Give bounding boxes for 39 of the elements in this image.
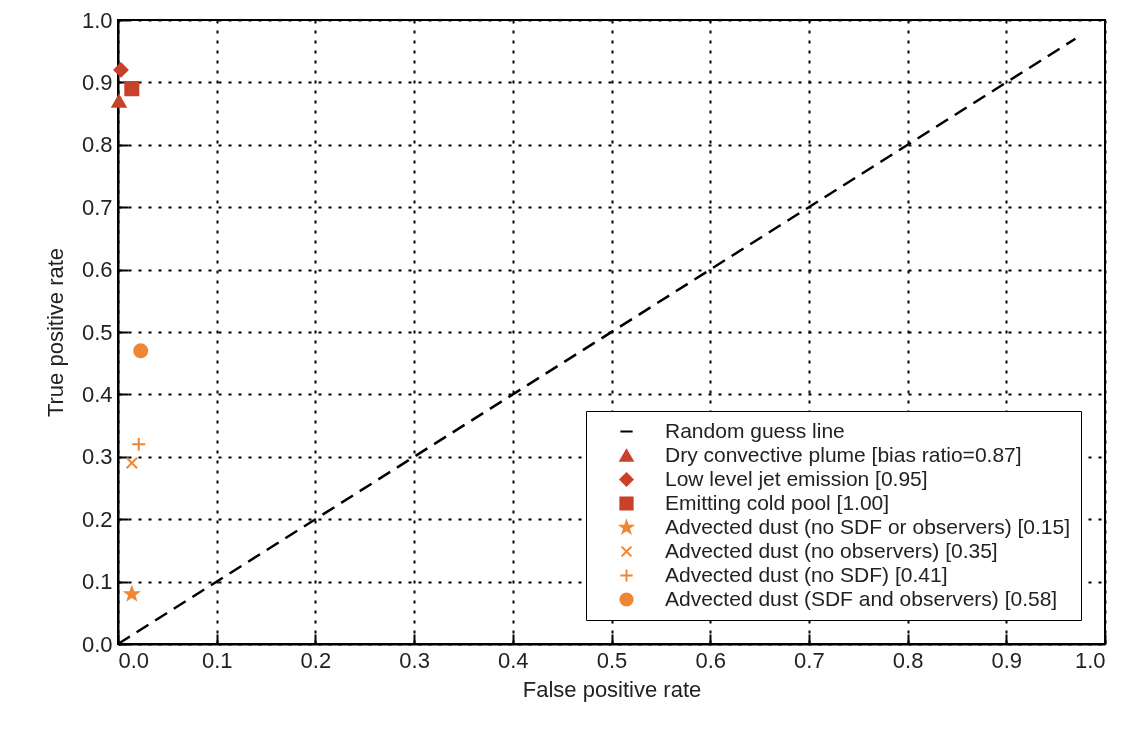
legend-label: Advected dust (SDF and observers) [0.58] <box>665 586 1058 610</box>
legend-label: Dry convective plume [bias ratio=0.87] <box>665 442 1022 466</box>
y-tick-label: 0.2 <box>81 506 113 532</box>
point <box>123 584 141 602</box>
point <box>133 343 149 359</box>
x-tick-label: 0.6 <box>695 647 726 673</box>
legend-label: Random guess line <box>665 418 845 442</box>
point <box>124 81 140 97</box>
legend-label: Low level jet emission [0.95] <box>665 466 928 490</box>
legend-label: Advected dust (no SDF) [0.41] <box>665 562 948 586</box>
y-tick-label: 0.8 <box>81 132 113 158</box>
point <box>131 436 147 452</box>
x-axis-title: False positive rate <box>522 676 702 702</box>
y-tick-label: 0.0 <box>81 631 113 657</box>
y-tick-label: 0.7 <box>81 194 113 220</box>
legend-label: Advected dust (no observers) [0.35] <box>665 538 998 562</box>
y-tick-label: 0.3 <box>81 444 113 470</box>
x-tick-label: 0.4 <box>498 647 529 673</box>
point <box>111 94 127 108</box>
y-tick-label: 0.9 <box>81 69 113 95</box>
y-tick-label: 0.4 <box>81 381 113 407</box>
x-tick-label: 0.2 <box>300 647 332 673</box>
x-tick-label: 0.3 <box>399 647 430 673</box>
x-tick-label: 0.5 <box>596 647 628 673</box>
point <box>113 62 129 78</box>
y-tick-label: 1.0 <box>81 7 113 33</box>
x-tick-label: 0.8 <box>892 647 924 673</box>
point <box>125 456 139 470</box>
x-tick-label: 0.1 <box>201 647 233 673</box>
y-tick-label: 0.5 <box>81 319 113 345</box>
legend-label: Advected dust (no SDF or observers) [0.15] <box>665 514 1071 538</box>
y-tick-label: 0.1 <box>81 569 113 595</box>
x-tick-label: 0.9 <box>991 647 1023 673</box>
x-tick-label: 0.7 <box>794 647 825 673</box>
x-tick-label: 0.0 <box>118 647 150 673</box>
y-tick-label: 0.6 <box>81 257 113 283</box>
legend-label: Emitting cold pool [1.00] <box>665 490 890 514</box>
x-tick-label: 1.0 <box>1074 647 1106 673</box>
y-axis-title: True positive rate <box>42 247 68 418</box>
